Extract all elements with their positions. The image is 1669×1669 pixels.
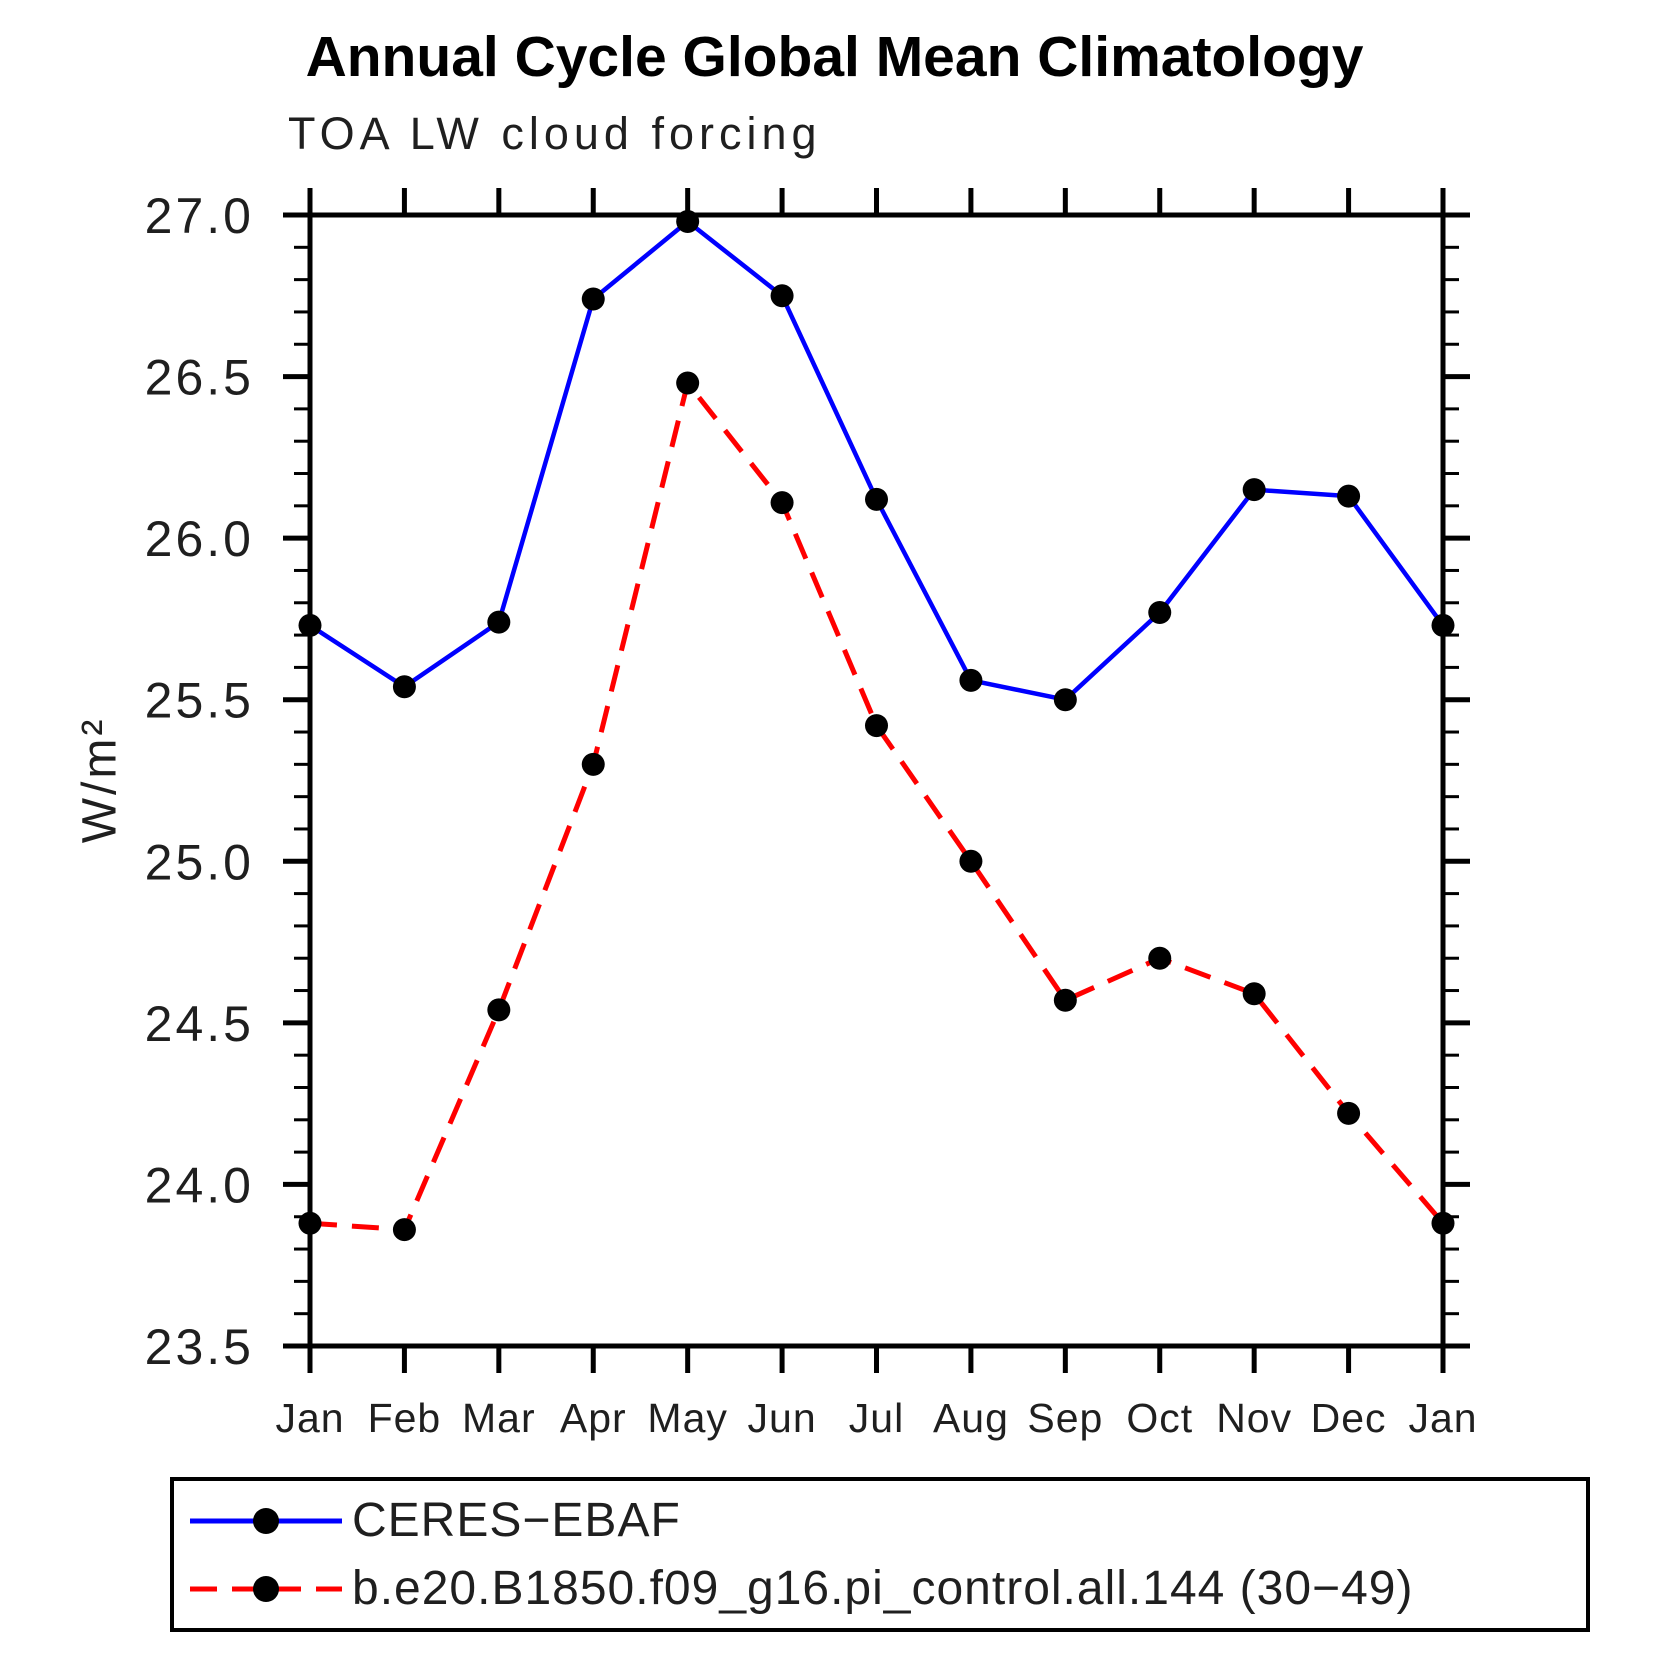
data-point-marker-series-0 (298, 613, 322, 637)
y-axis-tick-label: 25.5 (145, 673, 254, 729)
x-axis-month-label: Apr (560, 1395, 627, 1441)
x-axis-month-label: May (647, 1395, 727, 1441)
data-point-marker-series-0 (1053, 688, 1077, 712)
data-point-marker-series-0 (865, 487, 888, 511)
x-axis-month-label: Nov (1216, 1395, 1292, 1441)
data-point-marker-series-0 (1242, 478, 1266, 502)
data-point-marker-series-1 (487, 998, 511, 1022)
x-axis-month-label: Oct (1126, 1395, 1193, 1441)
x-axis-month-label: Jun (748, 1395, 817, 1441)
data-point-marker-series-1 (865, 714, 888, 738)
y-axis-tick-label: 26.5 (145, 350, 254, 406)
y-axis-tick-label: 25.0 (145, 834, 254, 890)
data-point-marker-series-0 (1337, 484, 1361, 508)
x-axis-month-label: Jan (275, 1395, 344, 1441)
chart-subtitle: TOA LW cloud forcing (288, 108, 822, 159)
y-axis-tick-label: 24.5 (145, 996, 254, 1052)
data-point-marker-series-0 (487, 610, 511, 634)
data-point-marker-series-1 (770, 491, 794, 515)
data-point-marker-series-0 (1148, 600, 1172, 624)
data-point-marker-series-0 (676, 209, 700, 233)
legend-item-observations: CERES−EBAF (186, 1487, 1586, 1555)
legend-line-sample-solid (190, 1507, 342, 1534)
x-axis-month-label: Aug (933, 1395, 1009, 1441)
data-point-marker-series-1 (959, 849, 983, 873)
x-axis-month-label: Jan (1408, 1395, 1477, 1441)
data-point-marker-series-1 (298, 1211, 322, 1235)
data-point-marker-series-0 (770, 284, 794, 308)
x-axis-month-label: Dec (1311, 1395, 1387, 1441)
y-axis-tick-label: 27.0 (145, 188, 254, 244)
y-axis-tick-label: 23.5 (145, 1319, 254, 1375)
x-axis-month-label: Feb (368, 1395, 442, 1441)
data-point-marker-series-0 (392, 675, 416, 699)
data-point-marker-series-1 (1148, 946, 1172, 970)
legend-marker-dot (253, 1507, 279, 1534)
plot-frame (307, 212, 1446, 1349)
data-point-marker-series-0 (581, 287, 605, 311)
legend-line-sample-dashed (190, 1575, 342, 1602)
series-line-0 (308, 219, 1445, 702)
y-axis-tick-label: 26.0 (145, 511, 254, 567)
data-point-marker-series-1 (1337, 1101, 1361, 1125)
legend-label-observations: CERES−EBAF (352, 1494, 681, 1547)
legend: CERES−EBAF b.e20.B1850.f09_g16.pi_contro… (170, 1477, 1590, 1632)
data-point-marker-series-1 (676, 371, 700, 395)
x-axis-month-label: Jul (849, 1395, 904, 1441)
data-point-marker-series-1 (1053, 988, 1077, 1012)
chart-title: Annual Cycle Global Mean Climatology (305, 25, 1364, 89)
data-point-marker-series-1 (1242, 982, 1266, 1006)
data-point-marker-series-1 (1431, 1211, 1455, 1235)
legend-marker-dot (253, 1575, 279, 1602)
data-point-marker-series-0 (959, 668, 983, 692)
legend-label-model: b.e20.B1850.f09_g16.pi_control.all.144 (… (352, 1562, 1414, 1615)
legend-item-model: b.e20.B1850.f09_g16.pi_control.all.144 (… (186, 1555, 1586, 1623)
x-axis-month-label: Mar (462, 1395, 536, 1441)
y-axis-tick-label: 24.0 (145, 1157, 254, 1213)
data-point-marker-series-1 (581, 752, 605, 776)
data-point-marker-series-0 (1431, 613, 1455, 637)
data-point-marker-series-1 (392, 1218, 416, 1242)
x-axis-month-label: Sep (1027, 1395, 1103, 1441)
